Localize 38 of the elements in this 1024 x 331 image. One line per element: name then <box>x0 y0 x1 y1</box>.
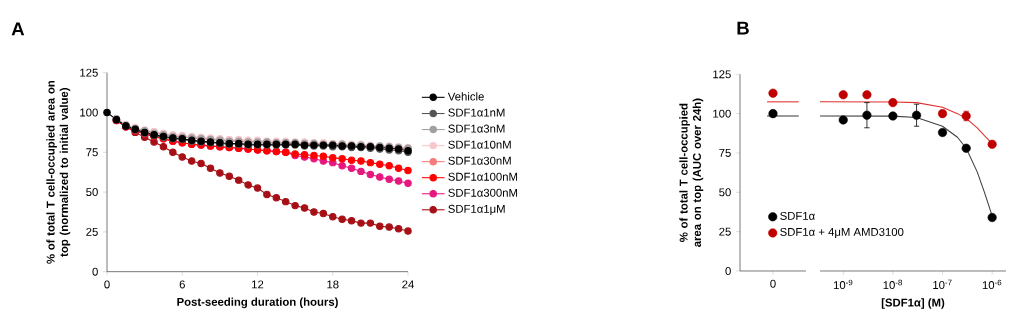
x-tick-label: 6 <box>179 280 185 289</box>
legend-label: SDF1α10nM <box>448 140 511 149</box>
legend-label: SDF1α <box>780 211 815 220</box>
y-tick-label: 0 <box>92 267 98 276</box>
y-tick-label: 100 <box>80 108 98 117</box>
y-tick-label: 50 <box>86 188 98 197</box>
y-axis-title: % of total T cell-occupied area on top (AUC over 24h) <box>679 98 704 247</box>
x-axis-title: Post-seeding duration (hours) <box>177 297 338 309</box>
x-tick-label: 0 <box>770 279 776 288</box>
x-tick-label: 10$^{-9}$ <box>833 279 853 290</box>
y-tick-label: 125 <box>713 70 731 79</box>
legend-label: SDF1α3nM <box>448 124 505 133</box>
legend-label: SDF1α30nM <box>448 156 511 165</box>
text: B <box>737 21 749 35</box>
legend-label: SDF1α100nM <box>448 172 518 181</box>
y-tick-label: 125 <box>80 68 98 77</box>
x-axis-title: [SDF1α] (M) <box>881 298 945 309</box>
y-tick-label: 50 <box>719 188 731 197</box>
legend-label: SDF1α1μM <box>448 204 505 215</box>
text: A <box>11 22 25 36</box>
legend-label: Vehicle <box>447 92 484 101</box>
y-axis-title: % of total T cell-occupied area on top (normalized to initial value) <box>46 80 71 264</box>
x-tick-label: 10$^{-7}$ <box>933 279 952 290</box>
x-tick-label: 0 <box>104 280 110 289</box>
y-tick-label: 25 <box>86 227 98 236</box>
x-tick-label: 10$^{-8}$ <box>883 279 903 290</box>
y-tick-label: 25 <box>719 227 731 236</box>
x-tick-label: 24 <box>402 280 414 289</box>
y-tick-label: 100 <box>713 109 731 118</box>
y-tick-label: 75 <box>86 148 98 157</box>
legend-label: SDF1α + 4μM AMD3100 <box>780 227 904 239</box>
legend-label: SDF1α1nM <box>448 108 505 117</box>
legend-label: SDF1α300nM <box>448 188 518 197</box>
y-tick-label: 0 <box>725 266 731 275</box>
y-tick-label: 75 <box>719 149 731 157</box>
x-tick-label: 12 <box>252 280 264 289</box>
x-tick-label: 18 <box>327 280 339 289</box>
x-tick-label: 10$^{-6}$ <box>982 279 1002 290</box>
